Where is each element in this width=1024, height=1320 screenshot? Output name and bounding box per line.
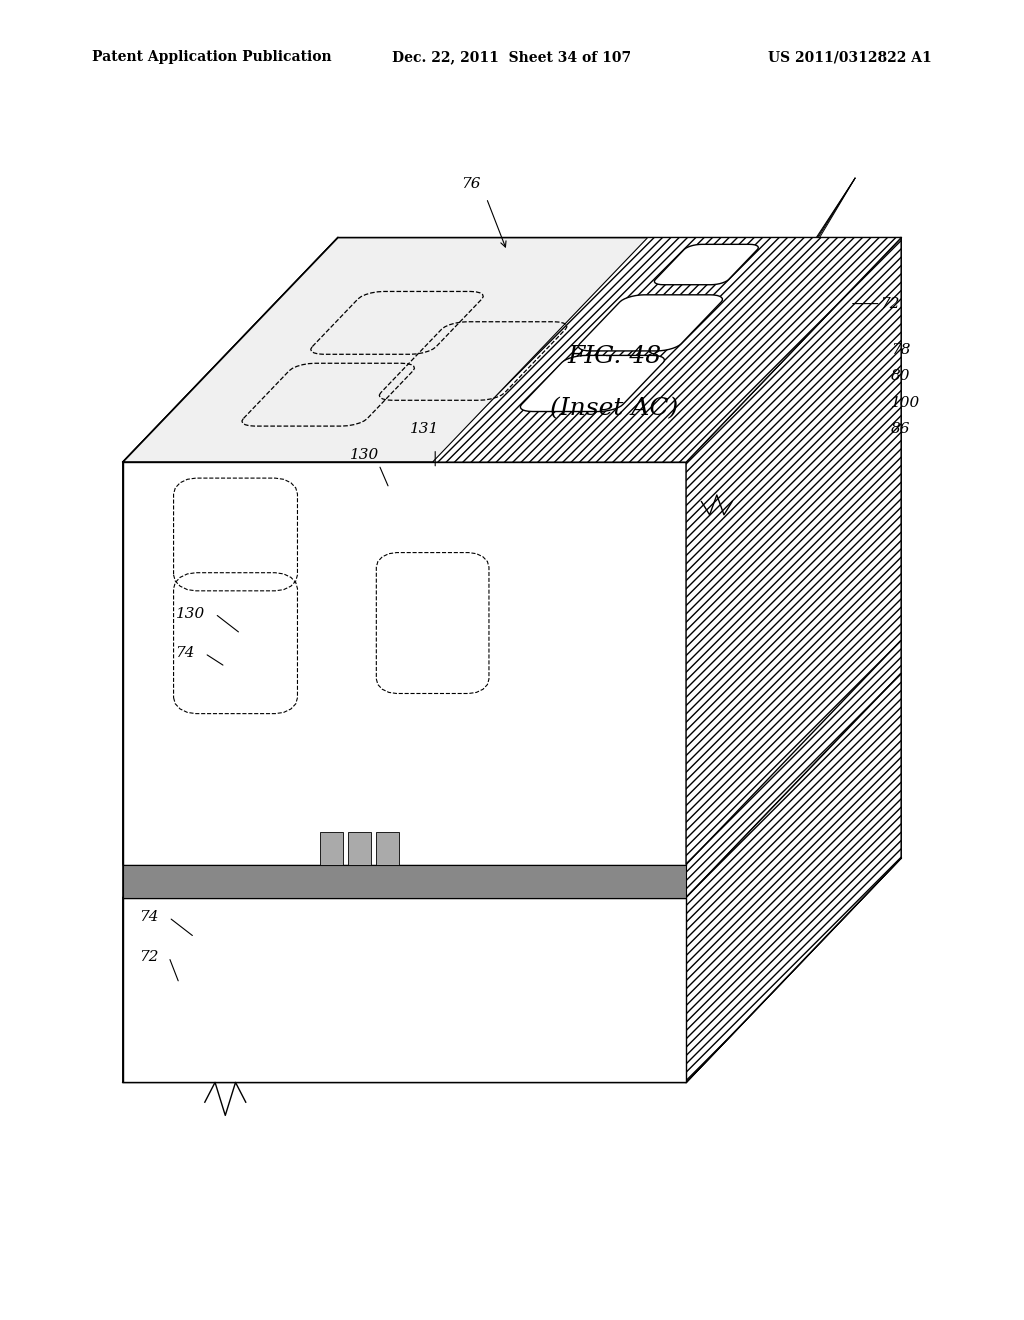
Text: FIG. 48: FIG. 48 (567, 345, 662, 368)
Text: 80: 80 (891, 370, 910, 383)
Polygon shape (377, 833, 398, 865)
Text: 130: 130 (349, 449, 379, 462)
Polygon shape (123, 673, 338, 1082)
Text: 74: 74 (175, 647, 195, 660)
Text: 72: 72 (881, 297, 900, 310)
Text: US 2011/0312822 A1: US 2011/0312822 A1 (768, 50, 932, 65)
Polygon shape (123, 238, 901, 462)
Polygon shape (686, 673, 901, 1082)
Text: (Inset AC): (Inset AC) (550, 397, 679, 421)
Text: 86: 86 (891, 422, 910, 436)
Polygon shape (686, 238, 901, 898)
Polygon shape (123, 865, 686, 898)
Polygon shape (123, 673, 901, 898)
Text: 78: 78 (891, 343, 910, 356)
Text: 74: 74 (139, 911, 159, 924)
Text: 76: 76 (461, 177, 481, 191)
Polygon shape (319, 833, 342, 865)
Polygon shape (686, 238, 901, 865)
Polygon shape (654, 244, 759, 285)
Polygon shape (686, 673, 901, 1082)
Polygon shape (579, 294, 722, 351)
Polygon shape (123, 462, 686, 865)
Text: Patent Application Publication: Patent Application Publication (92, 50, 332, 65)
Polygon shape (123, 858, 901, 1082)
Polygon shape (123, 238, 338, 865)
Text: Dec. 22, 2011  Sheet 34 of 107: Dec. 22, 2011 Sheet 34 of 107 (392, 50, 632, 65)
Text: 130: 130 (175, 607, 205, 620)
Text: 72: 72 (139, 950, 159, 964)
Polygon shape (348, 833, 371, 865)
Text: 131: 131 (411, 421, 439, 436)
Polygon shape (520, 355, 665, 412)
Polygon shape (123, 898, 686, 1082)
Polygon shape (433, 238, 901, 462)
Text: 100: 100 (891, 396, 921, 409)
